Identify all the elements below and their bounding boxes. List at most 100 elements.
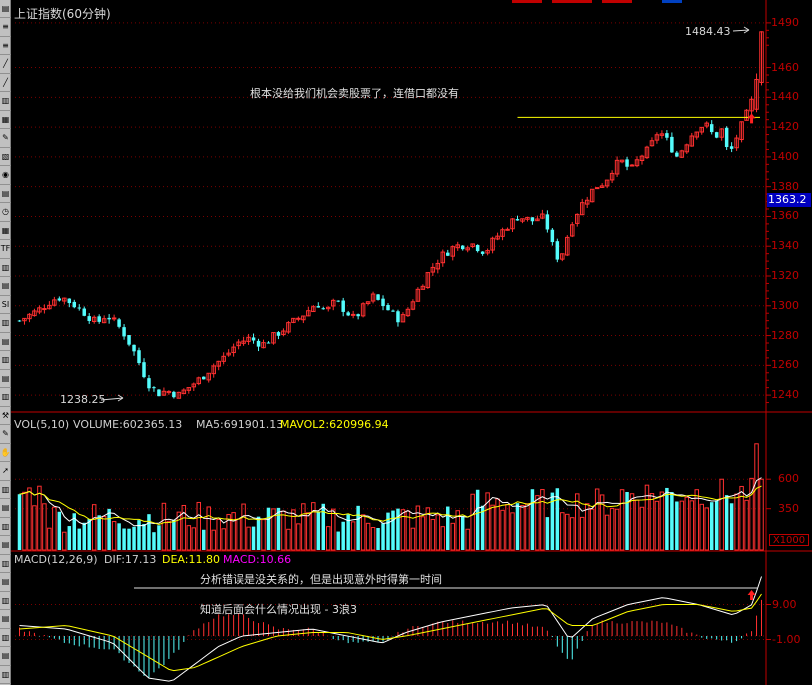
toolbar-chart-icon[interactable]: ▥ xyxy=(0,259,11,277)
volume-bar xyxy=(739,485,744,551)
toolbar-page-icon[interactable]: ▤ xyxy=(0,0,11,18)
candle-body xyxy=(306,310,311,317)
volume-bar xyxy=(266,507,271,550)
candle-body xyxy=(589,188,595,203)
candle-body xyxy=(420,285,426,290)
candle-body xyxy=(734,137,739,149)
toolbar-chart-icon[interactable]: ▥ xyxy=(0,518,11,536)
volume-bar xyxy=(341,521,345,550)
volume-bar xyxy=(386,512,390,550)
volume-bar xyxy=(346,514,350,550)
toolbar-chart-icon[interactable]: ▤ xyxy=(0,611,11,629)
toolbar-label-si[interactable]: SI xyxy=(0,296,11,314)
volume-bar xyxy=(391,510,395,550)
toolbar-chart-icon[interactable]: ▥ xyxy=(0,592,11,610)
candle-body xyxy=(490,237,495,251)
volume-bar xyxy=(575,493,580,551)
candle-body xyxy=(256,340,261,347)
toolbar-chart-icon[interactable]: ▤ xyxy=(0,278,11,296)
volume-bar xyxy=(122,528,126,550)
toolbar-chart-icon[interactable]: ▥ xyxy=(0,481,11,499)
candle-body xyxy=(166,390,172,394)
toolbar-chart-icon[interactable]: ▤ xyxy=(0,500,11,518)
candle-body xyxy=(665,133,669,138)
toolbar-chart-icon[interactable]: ▥ xyxy=(0,666,11,684)
chart-canvas xyxy=(11,0,812,685)
toolbar-chart-icon[interactable]: ▥ xyxy=(0,629,11,647)
volume-bar xyxy=(560,512,565,551)
volume-bar xyxy=(614,508,620,551)
candle-body xyxy=(410,301,416,310)
candle-body xyxy=(609,172,615,181)
volume-bar xyxy=(446,506,450,550)
volume-bar xyxy=(515,503,520,550)
volume-bar xyxy=(565,513,570,551)
price-axis-label: 1440 xyxy=(771,90,799,104)
volume-bar xyxy=(321,503,326,550)
candle-body xyxy=(594,187,600,190)
toolbar-chart-icon[interactable]: ▤ xyxy=(0,185,11,203)
candle-body xyxy=(639,155,645,162)
candle-body xyxy=(405,308,411,317)
toolbar-line-tool-icon[interactable]: ╱ xyxy=(0,74,11,92)
volume-bar xyxy=(37,485,42,551)
toolbar-chart-icon[interactable]: ▧ xyxy=(0,148,11,166)
candle-body xyxy=(52,299,57,306)
candle-body xyxy=(555,241,560,260)
toolbar-chart-icon[interactable]: ▤ xyxy=(0,648,11,666)
candle-body xyxy=(599,185,605,188)
toolbar-chart-icon[interactable]: ▤ xyxy=(0,574,11,592)
volume-bar xyxy=(236,518,241,551)
toolbar-pointer-icon[interactable]: ➚ xyxy=(0,463,11,481)
volume-indicator-name: VOL(5,10) xyxy=(14,418,70,431)
toolbar-pen-icon[interactable]: ✎ xyxy=(0,130,11,148)
volume-bar xyxy=(27,487,32,551)
volume-bar xyxy=(97,515,101,550)
volume-bar xyxy=(749,477,754,551)
volume-bar xyxy=(450,522,455,551)
volume-bar xyxy=(744,499,749,551)
candle-body xyxy=(709,124,714,133)
candle-body xyxy=(694,131,700,138)
candle-body xyxy=(152,387,156,389)
toolbar-circle-icon[interactable]: ◉ xyxy=(0,167,11,185)
toolbar-clock-icon[interactable]: ◷ xyxy=(0,204,11,222)
toolbar-list-icon[interactable]: ≡ xyxy=(0,19,11,37)
candle-body xyxy=(754,78,759,110)
volume-bar xyxy=(704,507,709,551)
toolbar-grid-icon[interactable]: ▦ xyxy=(0,222,11,240)
toolbar-chart-icon[interactable]: ▤ xyxy=(0,537,11,555)
toolbar-pen-icon[interactable]: ✎ xyxy=(0,426,11,444)
candle-body xyxy=(301,315,306,321)
candle-body xyxy=(62,297,67,302)
toolbar-label-tf[interactable]: TF xyxy=(0,241,11,259)
toolbar-chart-icon[interactable]: ▥ xyxy=(0,352,11,370)
candle-body xyxy=(370,293,376,302)
volume-bar xyxy=(296,523,301,551)
toolbar-chart-icon[interactable]: ▥ xyxy=(0,555,11,573)
toolbar-chart-icon[interactable]: ▦ xyxy=(0,111,11,129)
volume-bar xyxy=(724,495,729,550)
volume-bar xyxy=(665,487,669,550)
candle-body xyxy=(87,316,91,321)
toolbar-hammer-icon[interactable]: ⚒ xyxy=(0,407,11,425)
toolbar-line-tool-icon[interactable]: ╱ xyxy=(0,56,11,74)
toolbar-hand-icon[interactable]: ✋ xyxy=(0,444,11,462)
toolbar-chart-icon[interactable]: ▤ xyxy=(0,333,11,351)
macd-arrow-icon xyxy=(747,590,756,600)
volume-bar xyxy=(241,503,246,551)
volume-bar xyxy=(400,509,406,551)
toolbar-chart-icon[interactable]: ▤ xyxy=(0,370,11,388)
candle-body xyxy=(625,159,629,167)
candle-body xyxy=(560,253,565,260)
candle-body xyxy=(376,294,380,300)
toolbar-list-icon[interactable]: ≡ xyxy=(0,37,11,55)
toolbar-chart-icon[interactable]: ▥ xyxy=(0,315,11,333)
candle-body xyxy=(450,246,455,257)
toolbar-chart-icon[interactable]: ▥ xyxy=(0,389,11,407)
candle-body xyxy=(127,335,131,345)
volume-bar xyxy=(376,527,380,550)
volume-bar xyxy=(72,513,77,550)
toolbar-chart-icon[interactable]: ▥ xyxy=(0,93,11,111)
candle-body xyxy=(216,360,221,367)
